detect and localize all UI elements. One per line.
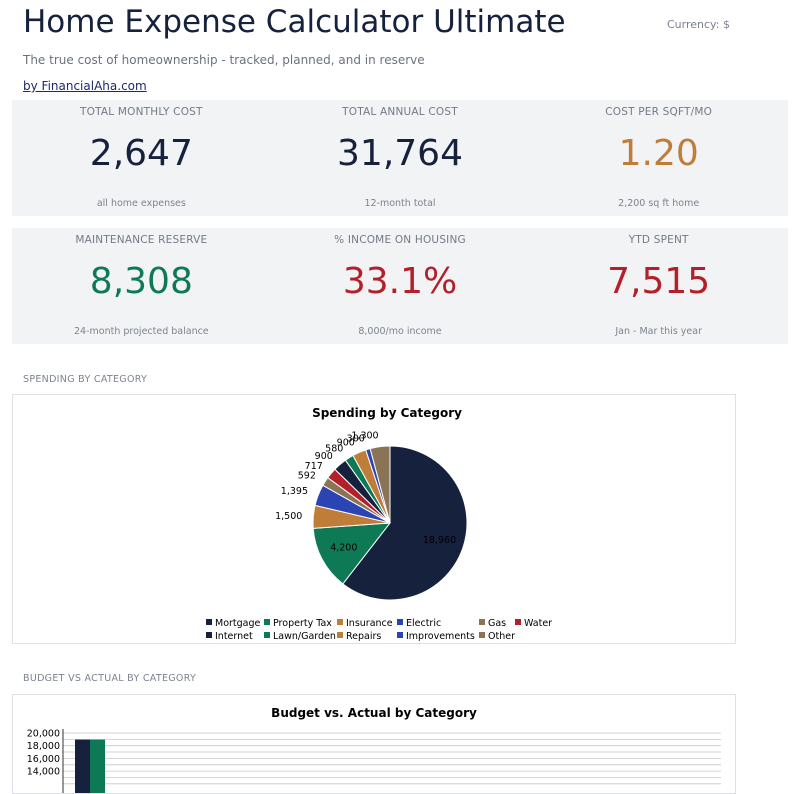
kpi-value: 31,764 [337,133,463,174]
kpi-value: 2,647 [89,133,193,174]
chart-title: Spending by Category [312,406,462,420]
pie-data-label: 4,200 [330,543,357,554]
pie-slice-mortgage [342,445,468,601]
legend-label: Insurance [346,618,393,629]
section-label-spending: SPENDING BY CATEGORY [23,374,148,385]
y-tick-label: 14,000 [27,767,60,778]
kpi-subtext: 2,200 sq ft home [618,198,700,209]
legend-label: Internet [215,631,253,642]
kpi-subtext: 12-month total [364,198,436,209]
page-title: Home Expense Calculator Ultimate [23,4,566,40]
bar-budget [75,739,90,793]
legend-swatch [397,619,403,625]
legend-label: Mortgage [215,618,261,629]
legend-swatch [264,619,270,625]
kpi-value: 8,308 [89,261,193,302]
kpi-maintenance-reserve: MAINTENANCE RESERVE 8,308 24-month proje… [12,228,271,344]
y-tick-label: 16,000 [27,754,60,765]
kpi-value: 1.20 [618,133,699,174]
kpi-income-on-housing: % INCOME ON HOUSING 33.1% 8,000/mo incom… [271,228,530,344]
page-subtitle: The true cost of homeownership - tracked… [23,53,425,67]
budget-bar-chart: Budget vs. Actual by Category 20,00018,0… [27,706,721,793]
chart-title: Budget vs. Actual by Category [271,706,477,720]
kpi-label: TOTAL ANNUAL COST [342,106,458,118]
pie-data-label: 18,960 [423,535,456,546]
spending-chart-panel: Spending by Category 18,960 4,200 1,500 1,3… [12,394,736,644]
kpi-label: % INCOME ON HOUSING [334,234,466,246]
kpi-label: COST PER SQFT/MO [605,106,713,118]
legend-label: Gas [488,618,506,629]
pie-data-label: 1,300 [351,431,378,442]
legend-swatch [479,619,485,625]
budget-chart-panel: Budget vs. Actual by Category 20,000 18,0… [12,694,736,794]
legend-swatch [337,619,343,625]
pie-data-label: 900 [337,437,355,448]
kpi-subtext: Jan - Mar this year [615,326,702,337]
bar-actual [90,739,105,793]
kpi-label: TOTAL MONTHLY COST [80,106,203,118]
spending-pie-chart: Spending by Category 18,960 4,200 1,500 1,3… [206,406,552,642]
pie-data-label: 300 [347,434,365,445]
legend-swatch [206,619,212,625]
legend-label: Other [488,631,515,642]
author-link[interactable]: by FinancialAha.com [23,79,147,93]
kpi-ytd-spent: YTD SPENT 7,515 Jan - Mar this year [529,228,788,344]
pie-data-label: 900 [315,451,333,462]
pie-data-label: 717 [305,461,323,472]
pie-slice-property-tax [312,522,392,585]
y-tick-label: 18,000 [27,741,60,752]
legend-label: Lawn/Garden [273,631,336,642]
kpi-label: MAINTENANCE RESERVE [75,234,208,246]
pie-data-label: 592 [298,471,316,482]
pie-data-label: 580 [325,443,343,454]
pie-slice-other [369,445,391,524]
legend-swatch [397,632,403,638]
legend-label: Repairs [346,631,381,642]
legend-label: Electric [406,618,441,629]
legend-swatch [337,632,343,638]
kpi-subtext: 24-month projected balance [74,326,209,337]
kpi-value: 7,515 [607,261,711,302]
legend-label: Water [524,618,552,629]
pie-data-label: 1,500 [275,511,302,522]
legend-swatch [515,619,521,625]
legend-label: Improvements [406,631,475,642]
kpi-total-annual-cost: TOTAL ANNUAL COST 31,764 12-month total [271,100,530,216]
legend-swatch [206,632,212,638]
y-tick-label: 20,000 [27,729,60,740]
legend-swatch [264,632,270,638]
kpi-cost-per-sqft: COST PER SQFT/MO 1.20 2,200 sq ft home [529,100,788,216]
kpi-row-2: MAINTENANCE RESERVE 8,308 24-month proje… [12,228,788,344]
section-label-budget: BUDGET VS ACTUAL BY CATEGORY [23,673,197,684]
kpi-subtext: 8,000/mo income [358,326,442,337]
kpi-value: 33.1% [342,261,458,302]
kpi-subtext: all home expenses [96,198,186,209]
legend-label: Property Tax [273,618,332,629]
kpi-total-monthly-cost: TOTAL MONTHLY COST 2,647 all home expens… [12,100,271,216]
kpi-row-1: TOTAL MONTHLY COST 2,647 all home expens… [12,100,788,216]
currency-label: Currency: $ [667,18,730,31]
pie-data-label: 1,395 [281,486,308,497]
kpi-label: YTD SPENT [628,234,689,246]
legend-swatch [479,632,485,638]
